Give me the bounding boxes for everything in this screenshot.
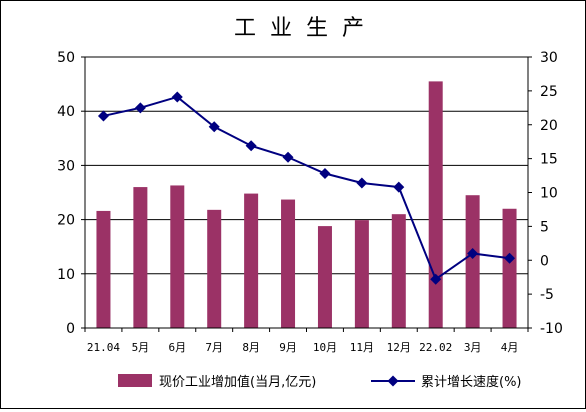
left-tick-label: 30 (57, 158, 75, 174)
right-tick-label: 25 (540, 84, 558, 100)
category-label: 7月 (205, 341, 223, 354)
line-point (467, 247, 479, 259)
bar-series (96, 81, 517, 328)
legend-line-marker (387, 375, 399, 387)
category-label: 22.02 (419, 341, 452, 354)
bar (465, 195, 480, 328)
left-tick-label: 10 (57, 267, 75, 283)
line-point (245, 140, 257, 152)
right-tick-label: 15 (540, 152, 558, 168)
category-label: 9月 (279, 341, 297, 354)
bar (281, 199, 296, 328)
line-point (504, 252, 516, 264)
bar (502, 208, 517, 328)
bar (133, 187, 148, 328)
right-tick-label: 0 (540, 253, 549, 269)
category-label: 8月 (242, 341, 260, 354)
right-tick-label: 30 (540, 50, 558, 66)
chart-title: 工业生产 (234, 16, 378, 41)
right-tick-label: -5 (540, 287, 554, 303)
right-tick-label: 10 (540, 186, 558, 202)
category-labels: 21.04 5月 6月 7月 8月 9月 10月 11月 12月 22.02 3月 4月 (87, 341, 518, 354)
line-point (97, 110, 109, 122)
bar (244, 193, 259, 328)
category-label: 10月 (313, 341, 337, 354)
bar (207, 209, 222, 328)
growth-line (103, 95, 510, 281)
line-series (97, 91, 516, 285)
legend-bar-swatch (118, 374, 152, 387)
left-tick-label: 20 (57, 213, 75, 229)
line-point (282, 151, 294, 163)
line-point (319, 168, 331, 180)
legend-line-label: 累计增长速度(%) (421, 374, 522, 390)
category-label: 5月 (132, 341, 150, 354)
line-point (393, 181, 405, 193)
legend-bar-label: 现价工业增加值(当月,亿元) (159, 374, 316, 390)
left-axis-ticks: 0 10 20 30 40 50 (57, 50, 85, 337)
bar (317, 226, 332, 328)
line-point (208, 121, 220, 133)
bar (428, 81, 443, 328)
category-label: 12月 (387, 341, 411, 354)
category-label: 3月 (464, 341, 482, 354)
line-point (430, 273, 442, 285)
line-point (134, 102, 146, 114)
category-label: 21.04 (87, 341, 120, 354)
bar (96, 210, 111, 328)
right-axis-ticks: -10 -5 0 5 10 15 20 25 30 (528, 50, 563, 337)
left-tick-label: 0 (66, 321, 75, 337)
line-point (171, 91, 183, 103)
left-tick-label: 50 (57, 50, 75, 66)
left-tick-label: 40 (57, 104, 75, 120)
right-tick-label: 20 (540, 118, 558, 134)
legend: 现价工业增加值(当月,亿元) 累计增长速度(%) (118, 374, 522, 390)
category-label: 4月 (501, 341, 519, 354)
right-tick-label: -10 (540, 321, 563, 337)
line-point (356, 177, 368, 189)
category-label: 6月 (168, 341, 186, 354)
bar (354, 220, 369, 328)
category-label: 11月 (350, 341, 374, 354)
bar (391, 214, 406, 328)
bar (170, 185, 185, 328)
axes (84, 57, 529, 332)
right-tick-label: 5 (540, 219, 549, 235)
